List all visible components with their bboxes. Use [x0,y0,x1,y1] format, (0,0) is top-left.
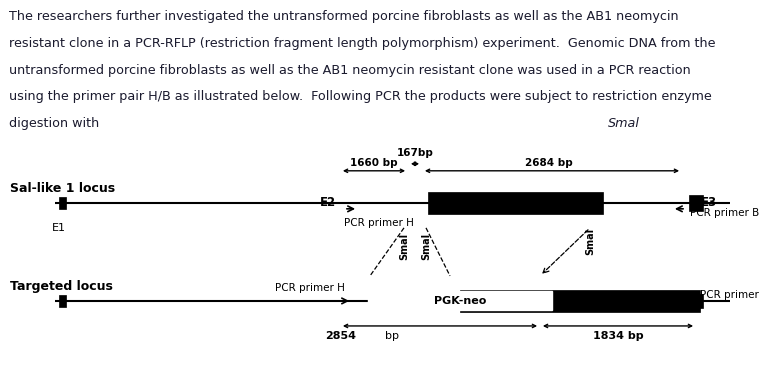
Bar [689,294,703,308]
Text: E2: E2 [320,196,336,209]
Text: Sal-like 1 locus: Sal-like 1 locus [10,182,115,195]
Bar [368,291,552,311]
Text: Smal: Smal [608,117,639,130]
Text: 1660 bp: 1660 bp [350,158,397,168]
Text: E1: E1 [52,223,65,233]
Text: resistant clone in a PCR-RFLP (restriction fragment length polymorphism) experim: resistant clone in a PCR-RFLP (restricti… [9,37,715,50]
Text: 2684 bp: 2684 bp [524,158,572,168]
Bar [460,290,700,312]
Text: 2854: 2854 [325,331,356,341]
Text: bp: bp [385,331,399,341]
Text: using the primer pair H/B as illustrated below.  Following PCR the products were: using the primer pair H/B as illustrated… [9,90,712,104]
Bar [428,192,603,214]
Text: 167bp: 167bp [396,148,434,158]
Bar [59,197,65,209]
Text: PCR primer H: PCR primer H [275,283,345,293]
Bar [689,195,703,211]
Text: E3: E3 [701,196,717,209]
Text: Targeted locus: Targeted locus [10,280,113,293]
Text: untransformed porcine fibroblasts as well as the AB1 neomycin resistant clone wa: untransformed porcine fibroblasts as wel… [9,64,691,77]
Text: PCR primer B: PCR primer B [690,208,759,218]
Text: SmaI: SmaI [399,233,409,261]
Text: 1834 bp: 1834 bp [593,331,643,341]
Text: digestion with: digestion with [9,117,103,130]
Text: PGK-neo: PGK-neo [434,296,486,306]
Text: PCR primer H: PCR primer H [344,218,414,228]
Text: The researchers further investigated the untransformed porcine fibroblasts as we: The researchers further investigated the… [9,10,679,23]
Text: SmaI: SmaI [585,228,595,255]
Text: SmaI: SmaI [421,233,431,261]
Bar [59,295,65,307]
Text: PCR primer B: PCR primer B [700,290,761,300]
